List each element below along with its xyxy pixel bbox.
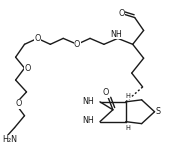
Text: H: H bbox=[125, 125, 130, 131]
Text: NH: NH bbox=[82, 116, 94, 125]
Text: H: H bbox=[125, 93, 130, 99]
Text: NH: NH bbox=[82, 97, 94, 106]
Text: O: O bbox=[15, 99, 22, 108]
Text: O: O bbox=[103, 88, 109, 97]
Text: O: O bbox=[24, 64, 31, 73]
Text: O: O bbox=[119, 9, 125, 18]
Text: S: S bbox=[156, 107, 161, 116]
Text: O: O bbox=[34, 34, 41, 43]
Text: H₂N: H₂N bbox=[3, 135, 18, 144]
Text: O: O bbox=[74, 40, 80, 49]
Text: NH: NH bbox=[110, 30, 122, 39]
